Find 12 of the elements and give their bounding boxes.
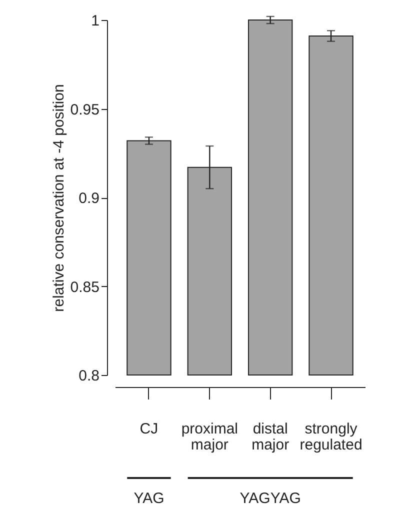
text: YAG [134, 490, 164, 507]
y-tick-label: 0.8 [78, 368, 100, 384]
y-tick-label: 0.95 [70, 101, 100, 118]
text: YAGYAG [240, 490, 301, 507]
y-tick-label: 1 [91, 12, 100, 30]
x-tick-label: strongly regulated [300, 420, 362, 454]
x-tick-label: distal major [252, 420, 290, 454]
y-tick-label: 0.9 [78, 190, 100, 207]
y-axis-title: relative conservation at -4 position [50, 84, 68, 312]
x-tick-label: proximal major [181, 420, 238, 454]
x-tick-label: CJ [140, 420, 158, 438]
y-tick-label: 0.85 [70, 278, 100, 296]
